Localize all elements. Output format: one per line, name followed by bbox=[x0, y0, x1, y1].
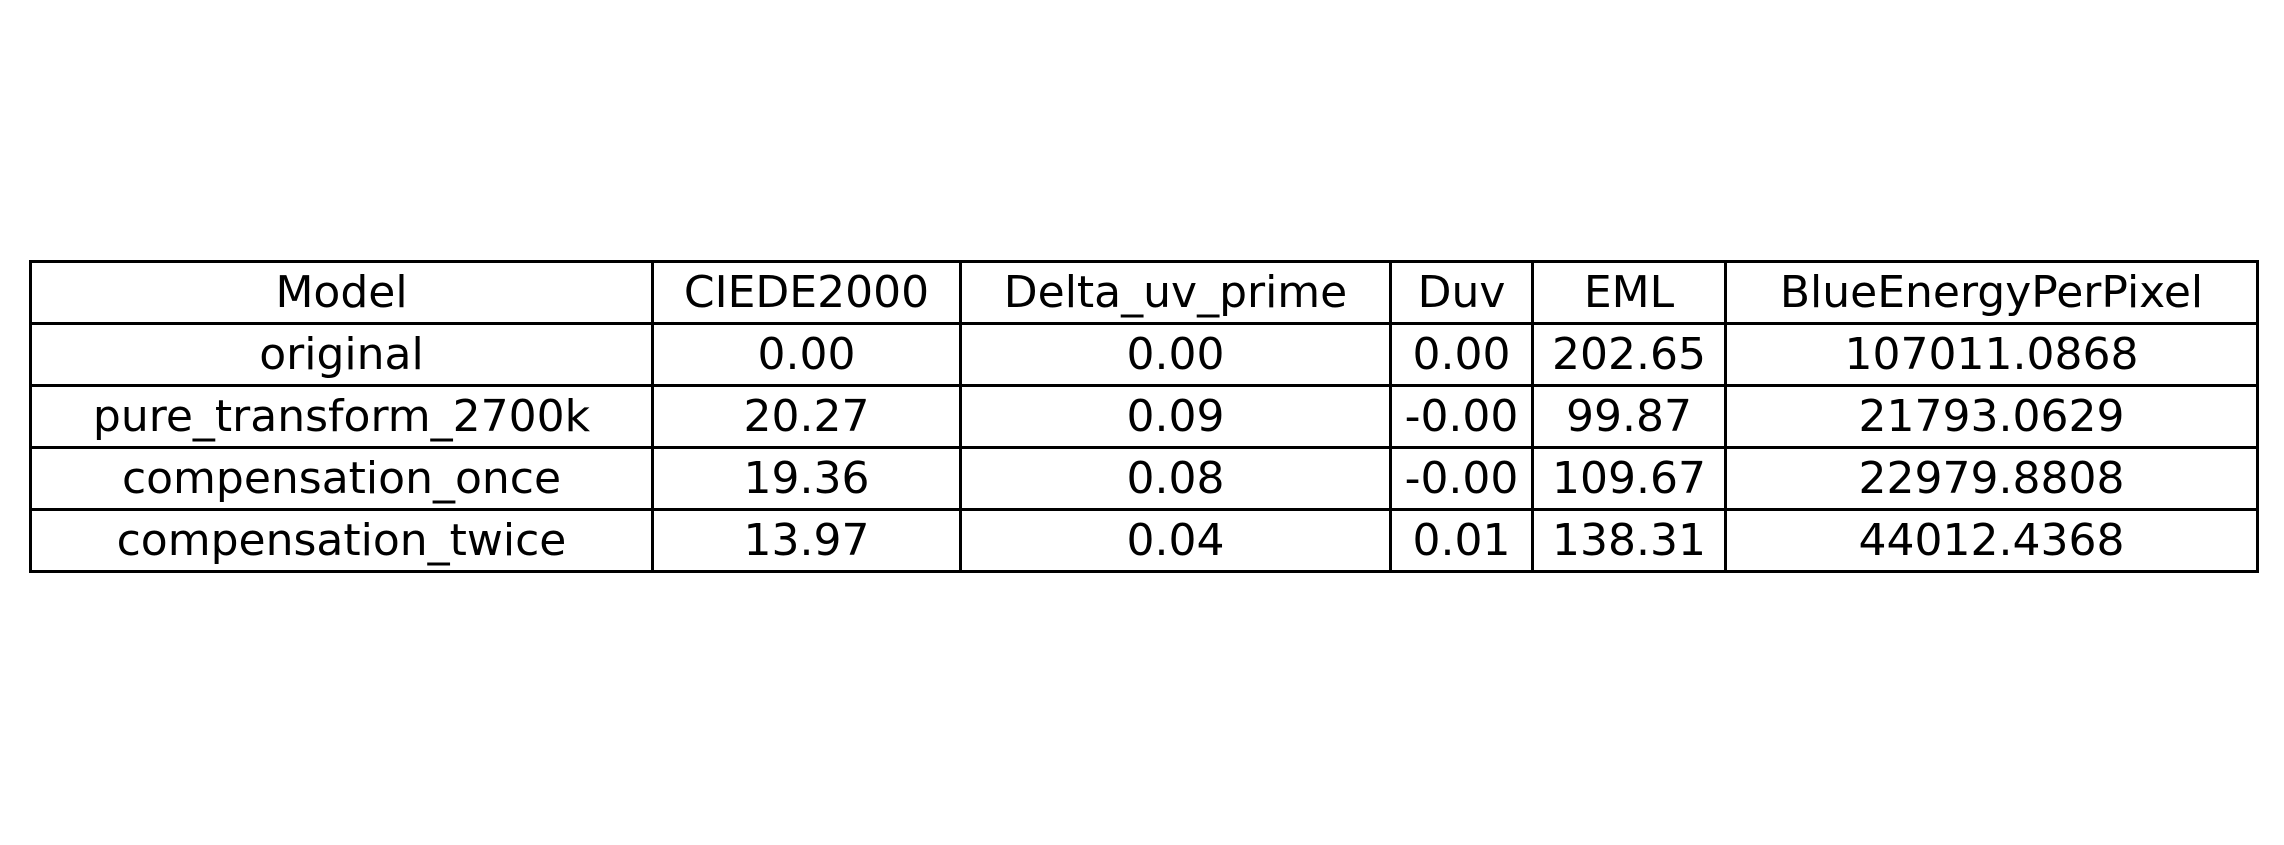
cell-delta-uv-prime: 0.00 bbox=[959, 322, 1392, 387]
cell-model: compensation_once bbox=[29, 446, 654, 511]
cell-ciede2000: 0.00 bbox=[651, 322, 962, 387]
cell-model: original bbox=[29, 322, 654, 387]
table-row: compensation_once 19.36 0.08 -0.00 109.6… bbox=[29, 446, 2259, 511]
header-cell-ciede2000: CIEDE2000 bbox=[651, 260, 962, 325]
results-table: Model CIEDE2000 Delta_uv_prime Duv EML B… bbox=[29, 260, 2259, 573]
cell-model: pure_transform_2700k bbox=[29, 384, 654, 449]
cell-eml: 109.67 bbox=[1531, 446, 1727, 511]
cell-eml: 99.87 bbox=[1531, 384, 1727, 449]
results-table-container: Model CIEDE2000 Delta_uv_prime Duv EML B… bbox=[29, 260, 2259, 573]
cell-ciede2000: 19.36 bbox=[651, 446, 962, 511]
cell-ciede2000: 20.27 bbox=[651, 384, 962, 449]
cell-delta-uv-prime: 0.09 bbox=[959, 384, 1392, 449]
table-row: original 0.00 0.00 0.00 202.65 107011.08… bbox=[29, 322, 2259, 387]
cell-eml: 202.65 bbox=[1531, 322, 1727, 387]
cell-blue-energy-per-pixel: 44012.4368 bbox=[1724, 508, 2259, 573]
table-row: compensation_twice 13.97 0.04 0.01 138.3… bbox=[29, 508, 2259, 573]
cell-delta-uv-prime: 0.08 bbox=[959, 446, 1392, 511]
header-cell-eml: EML bbox=[1531, 260, 1727, 325]
cell-blue-energy-per-pixel: 21793.0629 bbox=[1724, 384, 2259, 449]
table-row: pure_transform_2700k 20.27 0.09 -0.00 99… bbox=[29, 384, 2259, 449]
header-cell-duv: Duv bbox=[1389, 260, 1534, 325]
header-cell-delta-uv-prime: Delta_uv_prime bbox=[959, 260, 1392, 325]
cell-eml: 138.31 bbox=[1531, 508, 1727, 573]
cell-duv: -0.00 bbox=[1389, 384, 1534, 449]
cell-duv: -0.00 bbox=[1389, 446, 1534, 511]
cell-delta-uv-prime: 0.04 bbox=[959, 508, 1392, 573]
cell-duv: 0.01 bbox=[1389, 508, 1534, 573]
header-cell-blue-energy-per-pixel: BlueEnergyPerPixel bbox=[1724, 260, 2259, 325]
cell-duv: 0.00 bbox=[1389, 322, 1534, 387]
header-row: Model CIEDE2000 Delta_uv_prime Duv EML B… bbox=[29, 260, 2259, 325]
cell-model: compensation_twice bbox=[29, 508, 654, 573]
cell-blue-energy-per-pixel: 22979.8808 bbox=[1724, 446, 2259, 511]
cell-ciede2000: 13.97 bbox=[651, 508, 962, 573]
cell-blue-energy-per-pixel: 107011.0868 bbox=[1724, 322, 2259, 387]
header-cell-model: Model bbox=[29, 260, 654, 325]
